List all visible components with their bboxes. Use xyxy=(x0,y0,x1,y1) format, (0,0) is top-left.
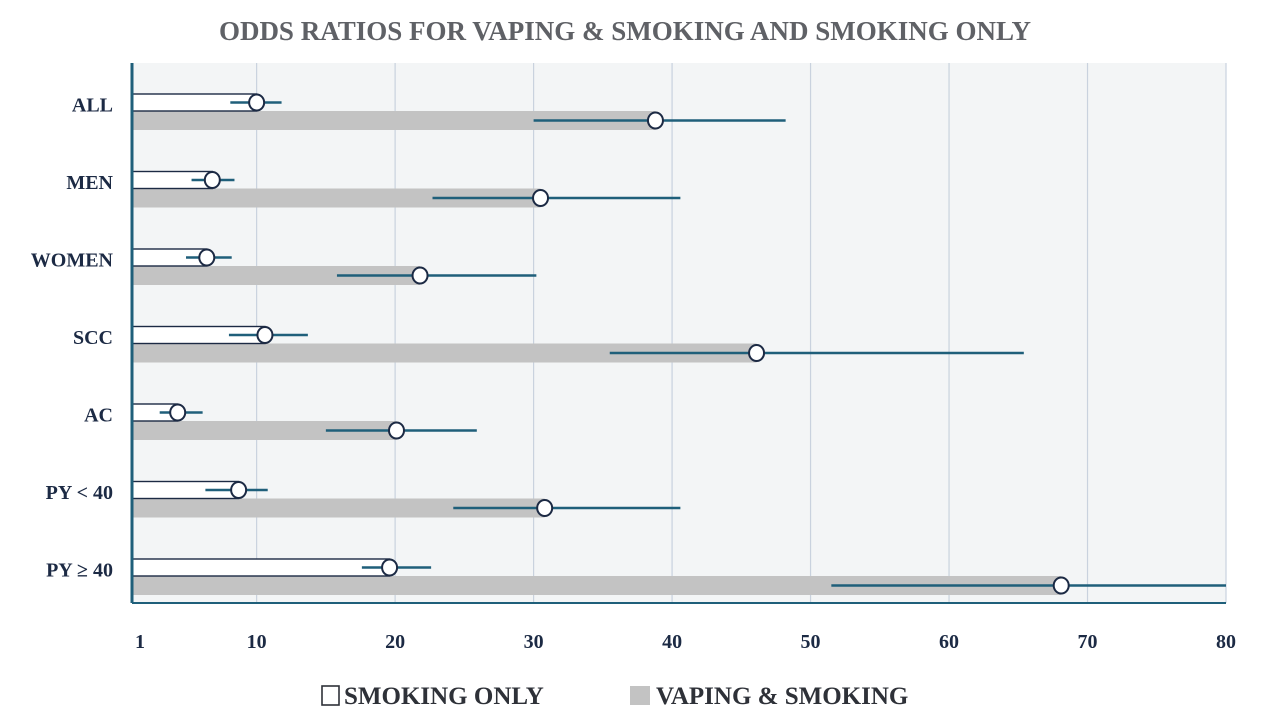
category-label: ALL xyxy=(72,95,113,117)
point-smoking-only xyxy=(248,93,266,112)
chart-title: ODDS RATIOS FOR VAPING & SMOKING AND SMO… xyxy=(219,16,1031,46)
legend-label-smoking-only: SMOKING ONLY xyxy=(344,683,544,710)
category-label: AC xyxy=(84,405,113,427)
x-tick-label: 20 xyxy=(385,631,405,653)
point-vaping-smoking xyxy=(1052,576,1070,595)
point-smoking-only xyxy=(256,326,274,344)
point-vaping-smoking xyxy=(748,344,766,362)
category-label: PY < 40 xyxy=(46,482,113,504)
plot-background xyxy=(132,63,1226,603)
x-tick-label: 30 xyxy=(524,631,544,653)
point-smoking-only xyxy=(381,558,399,577)
point-smoking-only xyxy=(203,171,221,189)
bar-vaping-smoking xyxy=(132,266,421,285)
bar-vaping-smoking xyxy=(132,188,541,208)
point-smoking-only xyxy=(169,403,187,422)
category-label: WOMEN xyxy=(31,250,114,272)
category-label: PY ≥ 40 xyxy=(46,560,113,582)
x-tick-label: 1 xyxy=(135,631,145,653)
x-tick-label: 70 xyxy=(1078,631,1098,653)
category-label: MEN xyxy=(66,172,113,194)
point-vaping-smoking xyxy=(387,421,405,440)
point-smoking-only xyxy=(230,481,248,499)
point-smoking-only xyxy=(198,248,216,267)
x-tick-label: 50 xyxy=(801,631,821,653)
bar-vaping-smoking xyxy=(132,498,545,518)
x-tick-label: 10 xyxy=(247,631,267,653)
bar-vaping-smoking xyxy=(132,576,1062,595)
bar-vaping-smoking xyxy=(132,343,757,363)
x-tick-label: 40 xyxy=(662,631,682,653)
point-vaping-smoking xyxy=(646,111,664,130)
legend-swatch-smoking-only xyxy=(321,685,340,706)
bar-smoking-only xyxy=(131,558,391,577)
x-tick-label: 80 xyxy=(1216,631,1236,653)
legend-swatch-vaping-smoking xyxy=(630,686,650,705)
x-tick-label: 60 xyxy=(939,631,959,653)
point-vaping-smoking xyxy=(536,499,554,517)
point-vaping-smoking xyxy=(411,266,429,285)
bar-vaping-smoking xyxy=(132,111,656,130)
point-vaping-smoking xyxy=(532,189,550,207)
category-label: SCC xyxy=(73,327,113,349)
legend-label-vaping-smoking: VAPING & SMOKING xyxy=(656,683,908,710)
bar-vaping-smoking xyxy=(132,421,397,440)
